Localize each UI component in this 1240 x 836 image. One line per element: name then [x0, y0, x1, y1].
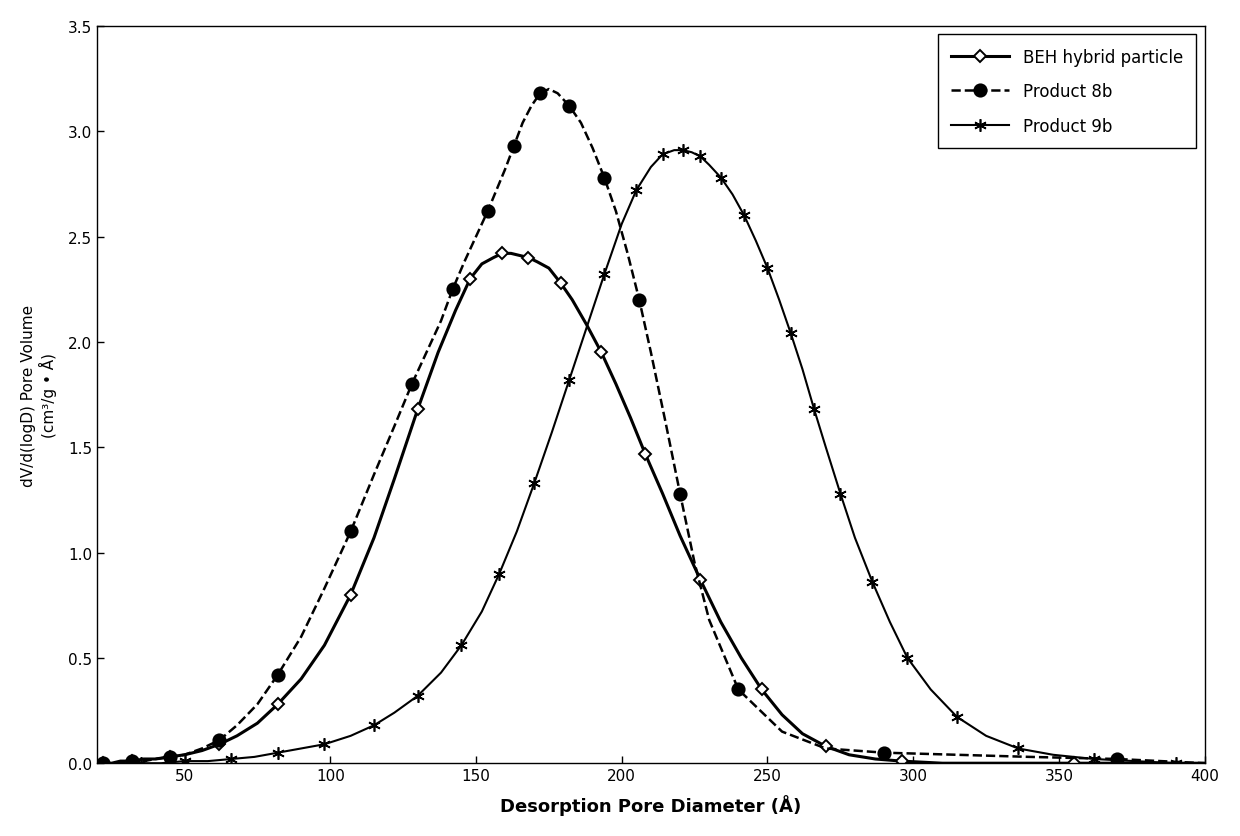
Line: Product 8b: Product 8b — [97, 84, 1211, 770]
Product 9b — [1198, 758, 1213, 768]
BEH hybrid particle — [553, 278, 568, 288]
Product 9b — [1127, 757, 1142, 767]
Line: Product 9b: Product 9b — [97, 145, 1211, 770]
Product 9b — [771, 295, 786, 305]
Legend: BEH hybrid particle, Product 8b, Product 9b: BEH hybrid particle, Product 8b, Product… — [937, 35, 1197, 149]
Product 8b — [533, 89, 548, 99]
Product 8b — [95, 758, 110, 768]
Product 9b — [924, 685, 939, 695]
Product 8b — [542, 85, 557, 95]
BEH hybrid particle — [448, 306, 463, 316]
Product 8b — [1198, 758, 1213, 768]
Line: BEH hybrid particle: BEH hybrid particle — [99, 250, 1209, 767]
Product 8b — [317, 584, 332, 594]
Product 9b — [387, 708, 402, 718]
Product 8b — [818, 743, 833, 753]
BEH hybrid particle — [594, 348, 609, 358]
Product 9b — [818, 442, 833, 452]
Product 8b — [574, 119, 589, 129]
Product 9b — [667, 146, 682, 156]
Product 8b — [551, 89, 565, 99]
Product 8b — [658, 417, 673, 427]
X-axis label: Desorption Pore Diameter (Å): Desorption Pore Diameter (Å) — [500, 794, 801, 815]
BEH hybrid particle — [655, 489, 670, 499]
BEH hybrid particle — [95, 758, 110, 768]
BEH hybrid particle — [1198, 758, 1213, 768]
Product 9b — [410, 691, 425, 701]
Product 9b — [95, 758, 110, 768]
BEH hybrid particle — [212, 739, 227, 749]
BEH hybrid particle — [579, 320, 594, 330]
BEH hybrid particle — [495, 249, 510, 259]
Y-axis label: dV/d(logD) Pore Volume
(cm³/g • Å): dV/d(logD) Pore Volume (cm³/g • Å) — [21, 304, 57, 486]
